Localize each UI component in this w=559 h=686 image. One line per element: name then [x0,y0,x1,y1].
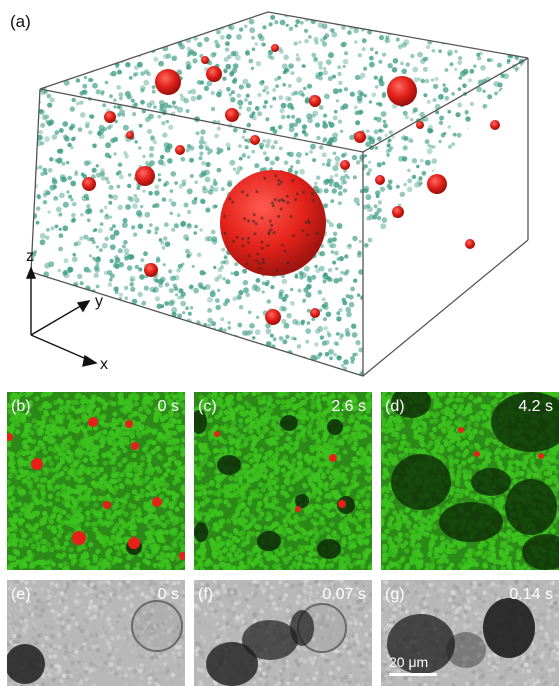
panel-f-label: (f) [198,586,214,603]
micrograph-brightfield [381,580,559,686]
micrograph-fluorescence [381,392,559,570]
panel-d-time: 4.2 s [518,398,553,415]
panel-c: (c) 2.6 s [194,392,372,570]
panel-e-label: (e) [11,586,31,603]
z-axis-label: z [26,248,34,265]
panel-a-label: (a) [10,12,31,31]
y-axis-label: y [95,293,103,310]
panel-e-time: 0 s [157,586,179,603]
panel-b: (b) 0 s [7,392,185,570]
panel-f-time: 0.07 s [322,586,366,603]
panel-d-label: (d) [385,398,405,415]
panel-e: (e) 0 s [7,580,185,686]
panel-g: (g) 0.14 s 20 μm [381,580,559,686]
micrograph-brightfield [7,580,185,686]
micrograph-brightfield [194,580,372,686]
x-axis-label: x [100,356,108,373]
panel-f: (f) 0.07 s [194,580,372,686]
panel-g-label: (g) [385,586,405,603]
micrograph-fluorescence [194,392,372,570]
scale-bar-label: 20 μm [389,654,429,670]
simulation-box-render [25,11,529,377]
panel-g-time: 0.14 s [509,586,553,603]
micrograph-fluorescence [7,392,185,570]
axis-triad [25,266,98,367]
panel-a: (a) z y x [10,11,529,377]
panel-c-label: (c) [198,398,217,415]
panel-b-time: 0 s [157,398,179,415]
panel-c-time: 2.6 s [331,398,366,415]
panel-b-label: (b) [11,398,31,415]
scale-bar [389,673,437,676]
panel-d: (d) 4.2 s [381,392,559,570]
